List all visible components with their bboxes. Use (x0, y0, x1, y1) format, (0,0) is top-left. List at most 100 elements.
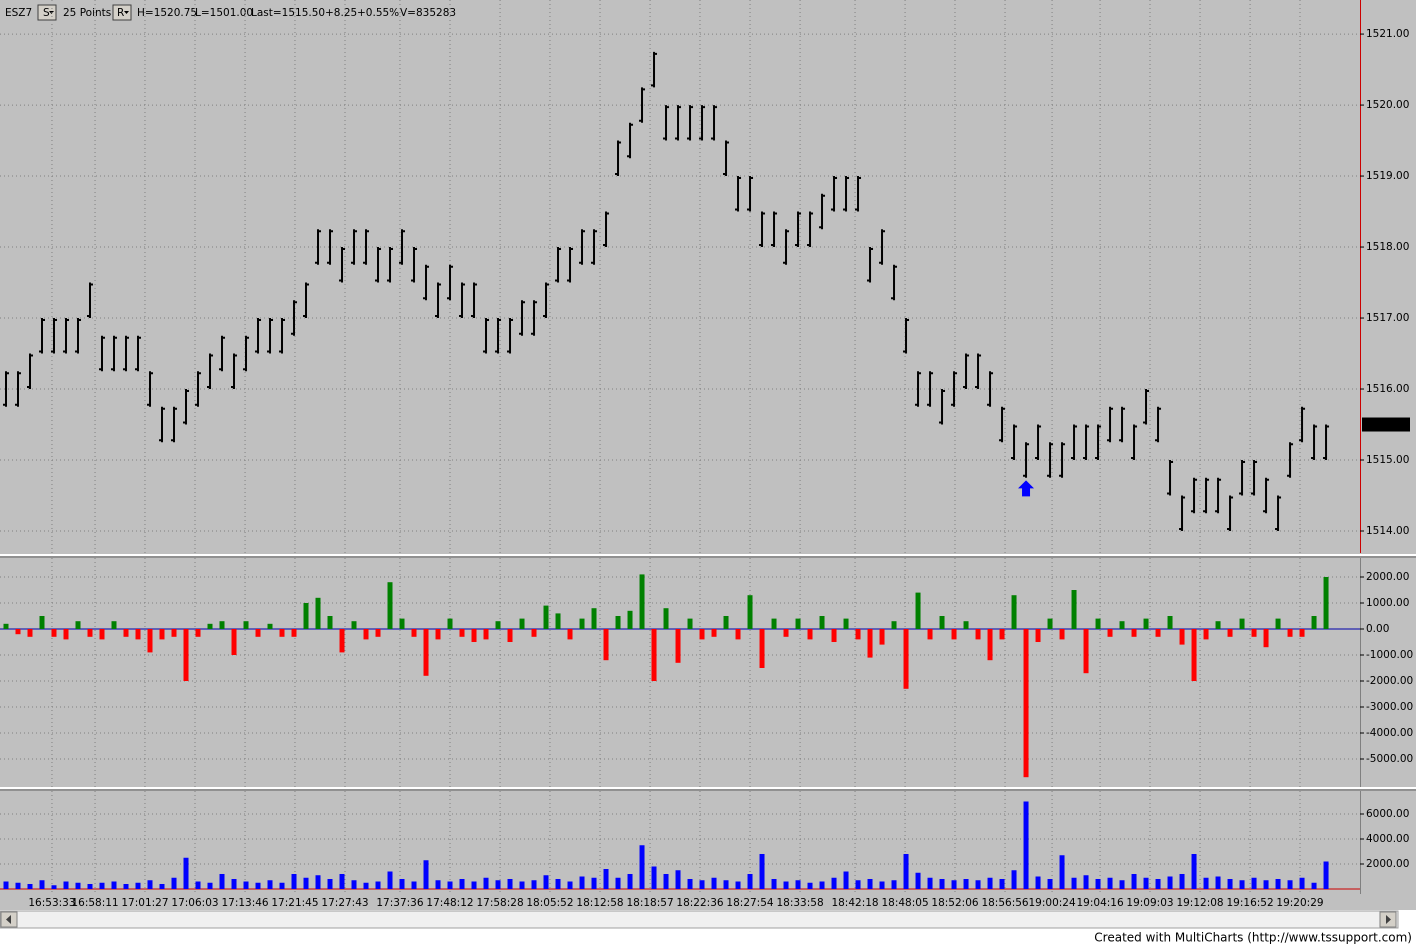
price-bar (1311, 424, 1318, 461)
bar (1143, 618, 1149, 630)
arrow-icon (1386, 915, 1391, 924)
x-tick-label: 16:53:33 (28, 897, 75, 909)
y-tick-label: 6000.00 (1366, 808, 1409, 820)
price-bar (315, 229, 322, 265)
bar (291, 874, 297, 889)
bar (651, 629, 657, 682)
bar (627, 874, 633, 889)
price-bar (99, 335, 106, 372)
bar (1251, 877, 1257, 889)
price-bar (699, 105, 706, 141)
header-volume-label: V=835283 (400, 7, 456, 19)
bar (339, 874, 345, 889)
price-bar (411, 247, 418, 283)
header-s-button: S (43, 7, 50, 19)
price-bar (1059, 442, 1066, 478)
price-bar (747, 176, 754, 212)
dropdown-arrow (124, 11, 129, 14)
bar (339, 629, 345, 653)
bar (1275, 618, 1281, 630)
x-tick-label: 17:06:03 (171, 897, 218, 909)
bar (591, 608, 597, 630)
bar (423, 629, 429, 676)
bar (1047, 618, 1053, 630)
bar (183, 629, 189, 682)
x-tick-label: 19:09:03 (1126, 897, 1173, 909)
bar (159, 884, 165, 889)
bar (543, 875, 549, 889)
bar (831, 877, 837, 889)
price-bar (1167, 460, 1174, 496)
bar (567, 629, 573, 640)
price-bar (87, 282, 94, 319)
bar (1179, 629, 1185, 645)
bar (555, 613, 561, 630)
bar (1155, 879, 1161, 889)
price-bar (147, 371, 154, 407)
bar (747, 874, 753, 889)
bar (1131, 874, 1137, 889)
price-bar (639, 87, 646, 123)
x-tick-label: 17:37:36 (376, 897, 423, 909)
price-bar (1155, 406, 1162, 443)
bar (639, 574, 645, 630)
chart-background (0, 0, 1416, 910)
bar (1323, 577, 1329, 630)
price-bar (615, 140, 622, 177)
bar (1143, 877, 1149, 889)
bar (279, 882, 285, 889)
price-bar (231, 353, 238, 390)
r-button[interactable] (112, 4, 132, 21)
bar (135, 882, 141, 889)
bar (1191, 854, 1197, 889)
bar (99, 629, 105, 640)
bar (939, 616, 945, 630)
bar (783, 629, 789, 637)
bar (1167, 616, 1173, 630)
price-bar (459, 282, 466, 319)
x-tick-label: 19:16:52 (1226, 897, 1273, 909)
price-bar (603, 211, 610, 248)
price-bar (759, 211, 766, 248)
bar (411, 881, 417, 889)
price-bar (327, 229, 334, 265)
bar (471, 629, 477, 643)
price-bar (555, 247, 562, 283)
bar (3, 881, 9, 889)
price-bar (1035, 424, 1042, 461)
price-bar (651, 51, 658, 88)
bar (111, 621, 117, 630)
y-tick-label: 2000.00 (1366, 571, 1409, 583)
price-bar (3, 371, 10, 407)
bar (27, 884, 33, 889)
bar (903, 854, 909, 889)
bar (243, 881, 249, 889)
price-bar (447, 264, 454, 301)
x-tick-label: 18:33:58 (776, 897, 823, 909)
price-bar (987, 371, 994, 407)
price-bar (723, 140, 730, 177)
bar (363, 882, 369, 889)
price-bar (795, 211, 802, 248)
bar (387, 582, 393, 630)
bar (39, 616, 45, 630)
header-interval: 25 Points (63, 7, 111, 19)
bar (1035, 629, 1041, 643)
bar (1179, 874, 1185, 889)
bar (1299, 877, 1305, 889)
footer-credit: Created with MultiCharts (http://www.tss… (1094, 931, 1412, 945)
bar (915, 872, 921, 889)
bar (363, 629, 369, 640)
bar (819, 881, 825, 889)
bar (915, 592, 921, 630)
price-bar (363, 229, 370, 265)
bar (1311, 616, 1317, 630)
bar (879, 629, 885, 645)
bar (759, 629, 765, 669)
bar (1167, 876, 1173, 889)
scroll-track[interactable] (0, 910, 1399, 929)
bar (675, 629, 681, 663)
bar (1083, 875, 1089, 889)
price-bar (567, 247, 574, 283)
bar (1299, 629, 1305, 637)
